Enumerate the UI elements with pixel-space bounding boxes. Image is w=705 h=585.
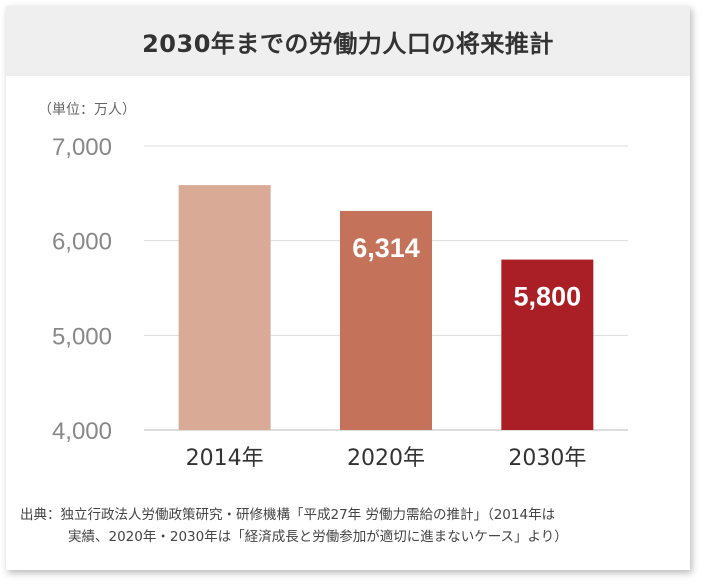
bar xyxy=(340,210,432,430)
bar-chart: 4,000 5,000 6,000 7,000 2014年 2020年 6,314 2030年… xyxy=(52,134,628,471)
title-bar: 2030年までの労働力人口の将来推計 xyxy=(6,6,690,76)
source-note: 出典：独立行政法人労働政策研究・研修機構「平成27年 労働力需給の推計」（201… xyxy=(20,504,690,548)
chart-card: 2030年までの労働力人口の将来推計 （単位：万人） 4,000 5,000 6,0… xyxy=(6,6,690,570)
data-label: 6,314 xyxy=(352,233,420,263)
chart-title: 2030年までの労働力人口の将来推計 xyxy=(142,29,554,58)
bar xyxy=(178,185,271,430)
x-tick-label: 2014年 xyxy=(186,446,264,471)
y-tick-label: 4,000 xyxy=(52,418,112,445)
source-line-2: 実績、2020年・2030年は「経済成長と労働参加が適切に進まないケース」より） xyxy=(68,529,568,545)
x-tick-label: 2030年 xyxy=(508,446,586,471)
source-line-1: 出典：独立行政法人労働政策研究・研修機構「平成27年 労働力需給の推計」（201… xyxy=(20,507,556,523)
data-label: 5,800 xyxy=(514,282,582,312)
bar xyxy=(501,259,594,430)
unit-label: （単位：万人） xyxy=(38,102,136,118)
y-tick-label: 5,000 xyxy=(52,323,112,350)
y-tick-label: 7,000 xyxy=(52,134,112,161)
y-tick-label: 6,000 xyxy=(52,229,112,256)
x-tick-label: 2020年 xyxy=(347,446,425,471)
